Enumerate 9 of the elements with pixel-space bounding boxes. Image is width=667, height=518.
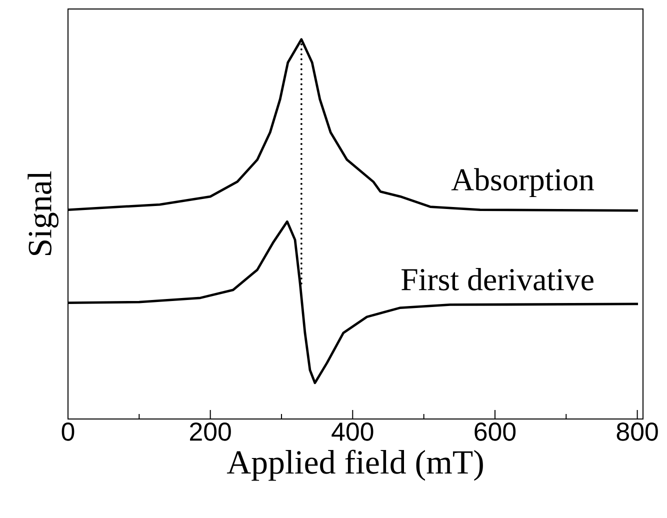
y-axis-title: Signal: [28, 171, 58, 256]
series-label: Absorption: [451, 168, 594, 198]
x-tick-label: 0: [62, 422, 74, 441]
x-axis-title: Applied field (mT): [226, 450, 483, 481]
x-tick-label: 400: [332, 422, 374, 441]
series-label: First derivative: [402, 268, 594, 290]
x-tick-label: 800: [616, 422, 658, 441]
x-tick-label: 600: [474, 422, 516, 441]
x-tick-label: 200: [190, 422, 231, 441]
